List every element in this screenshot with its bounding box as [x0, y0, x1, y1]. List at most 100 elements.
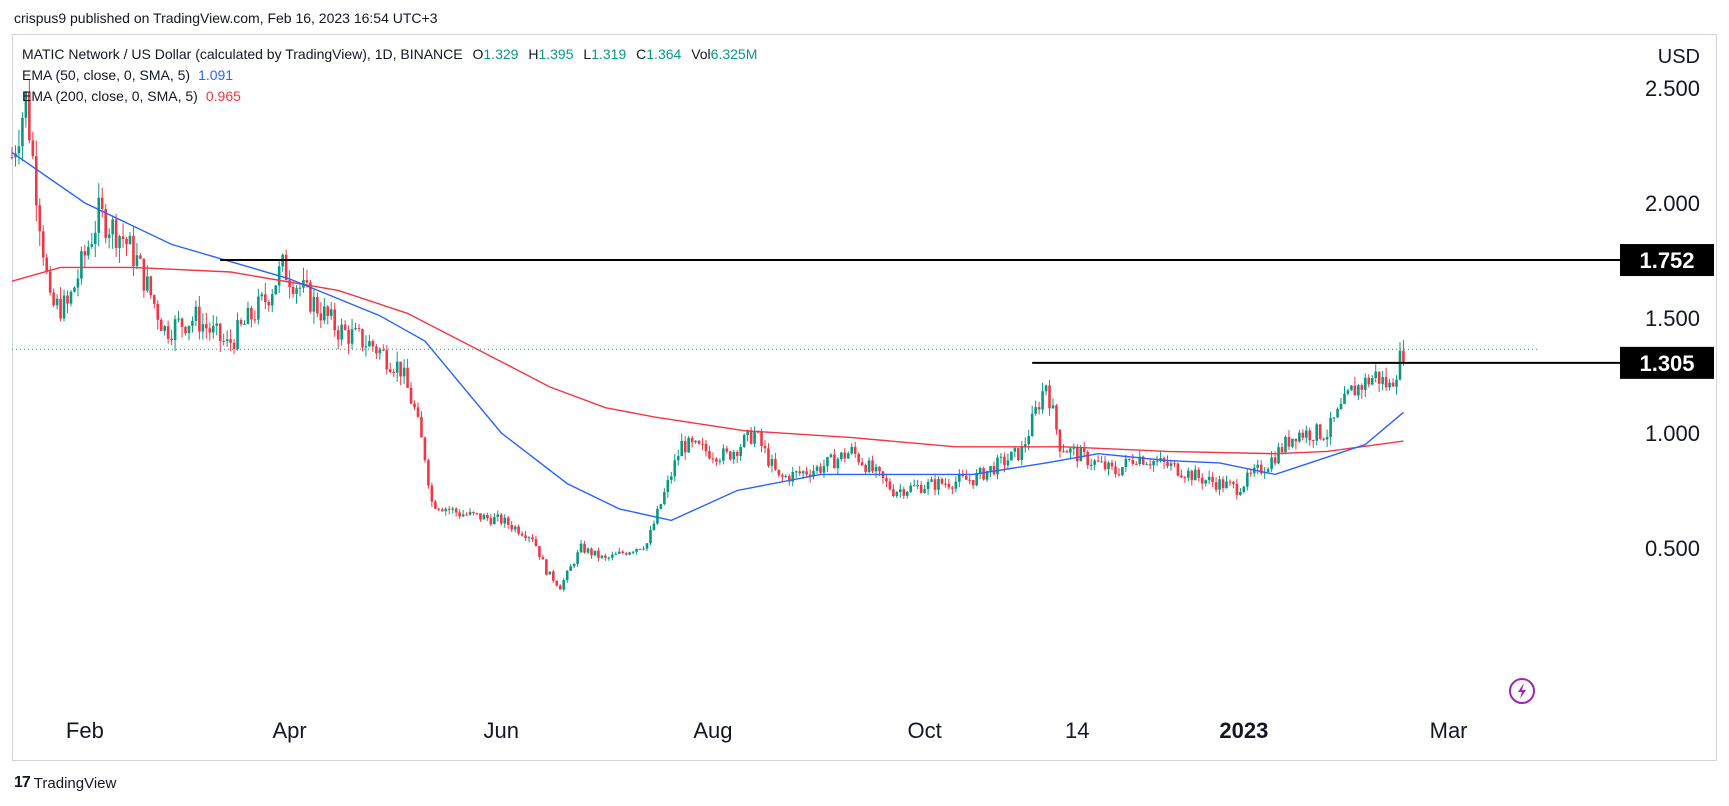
candle-body [1315, 424, 1319, 441]
candle-body [781, 475, 784, 477]
candle-body [482, 514, 486, 520]
tradingview-footer[interactable]: 17 TradingView [14, 774, 116, 792]
candle-body [152, 295, 156, 304]
candle-body [28, 92, 31, 141]
candle-body [194, 306, 198, 321]
candle-body [191, 320, 194, 326]
candle-body [198, 306, 201, 332]
candle-body [978, 468, 982, 474]
candle-body [892, 489, 895, 497]
candle-body [843, 452, 847, 459]
candle-body [1044, 385, 1048, 392]
level-label-box-1.305 [1620, 346, 1714, 379]
candle-body [1398, 350, 1402, 380]
symbol-legend-line: MATIC Network / US Dollar (calculated by… [22, 44, 757, 65]
candle-body [996, 457, 999, 475]
candle-body [180, 318, 184, 327]
candle-body [10, 157, 14, 158]
candle-body [538, 546, 541, 557]
candle-body [90, 243, 94, 247]
candle-body [1225, 481, 1228, 489]
candle-body [1332, 417, 1336, 419]
candle-body [1384, 377, 1388, 388]
published-line: crispus9 published on TradingView.com, F… [14, 10, 438, 26]
candle-body [1232, 482, 1235, 484]
candle-body [597, 550, 600, 558]
candle-body [170, 338, 173, 341]
candle-body [45, 257, 48, 272]
candle-body [794, 471, 798, 473]
candle-body [1030, 413, 1034, 437]
candle-body [815, 466, 819, 471]
candle-body [628, 552, 631, 555]
candle-body [645, 543, 649, 549]
candle-body [166, 326, 170, 339]
candle-body [1294, 438, 1298, 442]
candle-body [121, 236, 125, 239]
x-tick-label: Jun [484, 718, 519, 743]
candle-body [295, 288, 298, 294]
candle-body [375, 346, 378, 354]
candle-body [617, 551, 621, 554]
ema200-legend-line[interactable]: EMA (200, close, 0, SMA, 5) 0.965 [22, 86, 757, 107]
candle-body [229, 339, 232, 343]
candle-body [801, 471, 805, 474]
candle-body [552, 571, 555, 581]
candle-body [871, 460, 874, 472]
chart-legend: MATIC Network / US Dollar (calculated by… [22, 44, 757, 107]
candle-body [1214, 482, 1218, 490]
candle-body [135, 255, 139, 267]
candle-body [1093, 460, 1096, 465]
candle-body [343, 324, 347, 330]
candle-body [211, 325, 215, 333]
candle-body [1013, 448, 1017, 452]
candle-body [1270, 457, 1273, 470]
candle-body [479, 513, 482, 520]
candle-body [1072, 447, 1076, 449]
candle-body [1246, 472, 1249, 487]
chart-frame [12, 34, 1717, 761]
candle-body [944, 483, 947, 485]
candle-body [447, 508, 451, 510]
candle-body [812, 470, 815, 477]
candle-body [1301, 432, 1305, 438]
ema200-value: 0.965 [205, 88, 241, 104]
candle-body [1374, 371, 1378, 379]
candle-body [746, 430, 749, 436]
flash-icon [1509, 678, 1535, 704]
candle-body [270, 294, 274, 306]
candle-body [146, 276, 149, 291]
candle-body [31, 140, 35, 157]
close-label: C [636, 46, 647, 62]
candle-body [41, 231, 45, 258]
candle-body [159, 319, 163, 331]
high-label: H [528, 46, 539, 62]
candle-body [860, 462, 864, 466]
candle-body [1284, 436, 1287, 453]
candle-body [885, 478, 888, 482]
candle-body [1082, 448, 1086, 452]
candle-body [971, 480, 975, 486]
ema50-legend-line[interactable]: EMA (50, close, 0, SMA, 5) 1.091 [22, 65, 757, 86]
candle-body [1273, 457, 1277, 464]
candle-body [1218, 479, 1221, 490]
candle-body [475, 513, 479, 515]
candle-body [1141, 456, 1145, 465]
candle-body [1096, 460, 1100, 462]
candle-body [1048, 385, 1051, 409]
candle-body [513, 526, 517, 530]
candle-body [354, 328, 357, 330]
candle-body [1197, 469, 1201, 478]
candle-body [1256, 464, 1260, 468]
candle-body [201, 324, 205, 332]
candle-body [298, 287, 302, 289]
candle-body [305, 280, 309, 283]
candle-body [895, 492, 899, 497]
candle-body [1207, 476, 1211, 481]
candle-body [257, 296, 260, 320]
candle-body [1027, 436, 1031, 445]
candle-body [798, 471, 801, 474]
candle-body [1325, 437, 1329, 440]
candle-body [128, 235, 132, 245]
